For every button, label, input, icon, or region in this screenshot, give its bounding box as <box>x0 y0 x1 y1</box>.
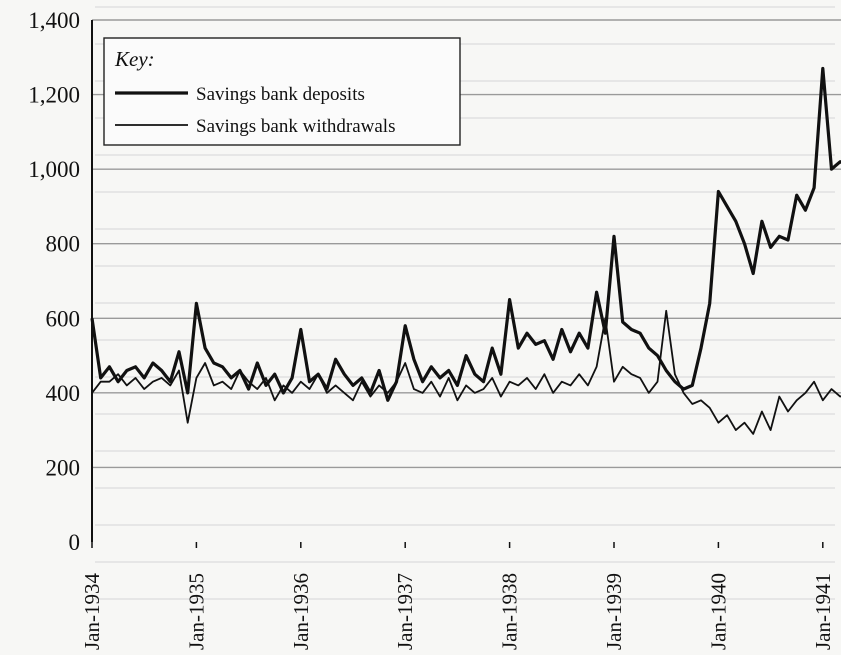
background-texture-line <box>95 487 835 489</box>
background-texture-line <box>95 339 835 341</box>
background-texture-line <box>95 265 835 267</box>
series-line-deposits <box>90 66 841 402</box>
background-texture-line <box>95 43 835 45</box>
x-tick-label: Jan-1937 <box>393 573 417 650</box>
background-texture-line <box>95 80 835 82</box>
background-page-texture <box>95 6 835 600</box>
x-tick-label: Jan-1934 <box>80 573 104 650</box>
y-tick-label: 1,200 <box>28 83 80 108</box>
background-texture-line <box>95 450 835 452</box>
background-texture-line <box>95 413 835 415</box>
background-texture-line <box>95 561 835 563</box>
y-tick-label: 0 <box>69 530 81 555</box>
series-line-withdrawals <box>91 309 841 435</box>
legend-label-withdrawals: Savings bank withdrawals <box>196 116 395 137</box>
background-texture-line <box>95 191 835 193</box>
x-tick-label: Jan-1941 <box>811 573 835 650</box>
y-tick-label: 200 <box>46 455 81 480</box>
x-tick-label: Jan-1940 <box>706 573 730 650</box>
background-texture-line <box>95 302 835 304</box>
legend-label-deposits: Savings bank deposits <box>196 84 365 105</box>
y-tick-label: 1,400 <box>28 8 80 33</box>
background-texture-line <box>95 228 835 230</box>
x-axis-tick-labels: Jan-1934 Jan-1935 Jan-1936 Jan-1937 Jan-1938… <box>80 542 835 650</box>
background-texture-line <box>95 6 835 8</box>
series-lines <box>90 66 841 435</box>
x-tick-label: Jan-1938 <box>498 573 522 650</box>
background-texture-line <box>95 376 835 378</box>
x-tick-label: Jan-1936 <box>289 573 313 650</box>
legend: Key: Savings bank deposits Savings bank … <box>103 37 461 146</box>
x-tick-label: Jan-1935 <box>184 573 208 650</box>
legend-title: Key: <box>114 47 155 71</box>
y-tick-label: 800 <box>46 232 81 257</box>
background-texture-line <box>95 524 835 526</box>
background-texture-line <box>95 117 835 119</box>
y-tick-label: 1,000 <box>28 157 80 182</box>
background-texture-line <box>95 154 835 156</box>
background-texture-line <box>95 598 835 600</box>
y-tick-label: 400 <box>46 381 81 406</box>
y-axis-tick-labels: 0 200 400 600 800 1,000 1,200 1,400 <box>28 8 80 555</box>
y-tick-label: 600 <box>46 306 81 331</box>
x-tick-label: Jan-1939 <box>602 573 626 650</box>
gridlines <box>92 19 841 469</box>
